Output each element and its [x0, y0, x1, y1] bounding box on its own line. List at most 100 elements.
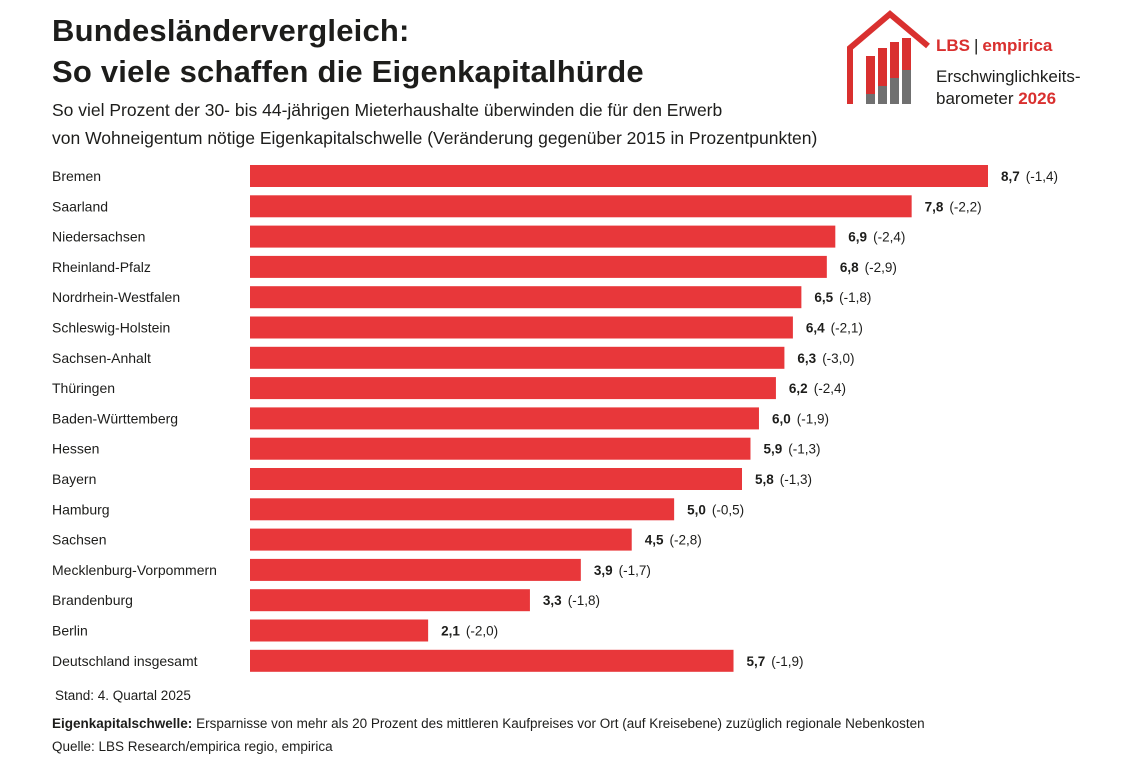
data-date: Stand: 4. Quartal 2025: [55, 688, 191, 703]
change-label: (-2,4): [814, 381, 846, 396]
value-label: 5,0 (-0,5): [687, 502, 744, 517]
value-label-main: 7,8: [925, 199, 944, 214]
change-label: (-1,4): [1026, 169, 1058, 184]
bar: [250, 619, 429, 642]
value-label: 4,5 (-2,8): [645, 533, 702, 548]
value-label: 5,8 (-1,3): [755, 472, 812, 487]
change-label: (-1,3): [780, 472, 812, 487]
category-label: Thüringen: [52, 380, 115, 396]
value-label-main: 6,3: [797, 351, 816, 366]
bar: [250, 407, 759, 430]
change-label: (-2,8): [670, 533, 702, 548]
category-label: Sachsen-Anhalt: [52, 350, 151, 366]
category-label: Deutschland insgesamt: [52, 653, 198, 669]
value-label: 8,7 (-1,4): [1001, 169, 1058, 184]
chart-subtitle: So viel Prozent der 30- bis 44-jährigen …: [52, 96, 912, 152]
value-label-main: 6,0: [772, 411, 791, 426]
value-label-main: 5,0: [687, 502, 706, 517]
change-label: (-2,4): [873, 230, 905, 245]
bar: [250, 437, 751, 460]
category-label: Rheinland-Pfalz: [52, 259, 151, 275]
value-label-main: 5,7: [747, 654, 766, 669]
category-label: Berlin: [52, 623, 88, 639]
value-label: 5,9 (-1,3): [763, 442, 820, 457]
change-label: (-2,9): [865, 260, 897, 275]
logo-brand: LBS | empirica: [936, 36, 1052, 56]
bar: [250, 346, 785, 369]
value-label: 6,4 (-2,1): [806, 321, 863, 336]
logo-product-line-2: barometer 2026: [936, 88, 1081, 110]
change-label: (-2,1): [831, 321, 863, 336]
change-label: (-0,5): [712, 502, 744, 517]
logo-product-name: barometer: [936, 89, 1014, 108]
value-label-main: 2,1: [441, 624, 460, 639]
logo-brand-lbs: LBS: [936, 36, 970, 55]
category-label: Mecklenburg-Vorpommern: [52, 562, 217, 578]
logo-product-line-1: Erschwinglichkeits-: [936, 67, 1081, 86]
logo-product: Erschwinglichkeits- barometer 2026: [936, 66, 1081, 110]
subtitle-line-2: von Wohneigentum nötige Eigenkapitalschw…: [52, 128, 818, 148]
change-label: (-1,9): [797, 411, 829, 426]
category-label: Bayern: [52, 471, 96, 487]
bar: [250, 558, 581, 581]
bar: [250, 286, 802, 309]
category-label: Brandenburg: [52, 592, 133, 608]
title-line-1: Bundesländervergleich:: [52, 13, 410, 48]
value-label: 6,2 (-2,4): [789, 381, 846, 396]
value-label: 6,9 (-2,4): [848, 230, 905, 245]
value-label: 3,9 (-1,7): [594, 563, 651, 578]
change-label: (-1,3): [788, 442, 820, 457]
bar-chart: Bremen 8,7 (-1,4) Saarland 7,8 (-2,2) Niedersa…: [52, 165, 1058, 672]
bar: [250, 316, 793, 339]
bar: [250, 468, 742, 490]
category-label: Baden-Württemberg: [52, 410, 178, 426]
definition-label: Eigenkapitalschwelle:: [52, 716, 193, 731]
logo-brand-separator: |: [974, 36, 979, 55]
value-label: 6,5 (-1,8): [814, 290, 871, 305]
bar: [250, 589, 530, 612]
lbs-empirica-logo: LBS | empirica Erschwinglichkeits- baromet…: [844, 8, 1094, 112]
bar: [250, 225, 836, 248]
category-label: Schleswig-Holstein: [52, 320, 170, 336]
bar: [250, 255, 827, 278]
title-line-2: So viele schaffen die Eigenkapitalhürde: [52, 54, 644, 89]
chart-title: Bundesländervergleich: So viele schaffen…: [52, 10, 644, 92]
value-label: 2,1 (-2,0): [441, 624, 498, 639]
value-label-main: 6,9: [848, 230, 867, 245]
bar: [250, 165, 988, 187]
value-label: 3,3 (-1,8): [543, 593, 600, 608]
change-label: (-1,9): [771, 654, 803, 669]
bar: [250, 377, 776, 400]
value-label: 6,3 (-3,0): [797, 351, 854, 366]
category-label: Hessen: [52, 441, 99, 457]
change-label: (-2,0): [466, 624, 498, 639]
value-label: 6,0 (-1,9): [772, 411, 829, 426]
house-bars-icon: [847, 10, 930, 104]
category-label: Bremen: [52, 168, 101, 184]
category-label: Nordrhein-Westfalen: [52, 289, 180, 305]
value-label-main: 4,5: [645, 533, 664, 548]
logo-brand-empirica: empirica: [982, 36, 1053, 55]
value-label: 6,8 (-2,9): [840, 260, 897, 275]
value-label-main: 6,5: [814, 290, 833, 305]
change-label: (-1,8): [839, 290, 871, 305]
bar: [250, 649, 734, 672]
subtitle-line-1: So viel Prozent der 30- bis 44-jährigen …: [52, 100, 723, 120]
definition-note: Eigenkapitalschwelle: Ersparnisse von me…: [52, 716, 925, 731]
value-label: 5,7 (-1,9): [747, 654, 804, 669]
value-label-main: 6,4: [806, 321, 825, 336]
change-label: (-3,0): [822, 351, 854, 366]
value-label-main: 5,8: [755, 472, 774, 487]
value-label-main: 3,3: [543, 593, 562, 608]
logo-product-year: 2026: [1018, 89, 1057, 108]
change-label: (-2,2): [949, 199, 981, 214]
value-label-main: 3,9: [594, 563, 613, 578]
value-label-main: 6,2: [789, 381, 808, 396]
bar: [250, 195, 912, 218]
value-label-main: 6,8: [840, 260, 859, 275]
value-label-main: 5,9: [763, 442, 782, 457]
bar: [250, 498, 675, 521]
change-label: (-1,7): [619, 563, 651, 578]
bar: [250, 528, 632, 551]
category-label: Saarland: [52, 198, 108, 214]
